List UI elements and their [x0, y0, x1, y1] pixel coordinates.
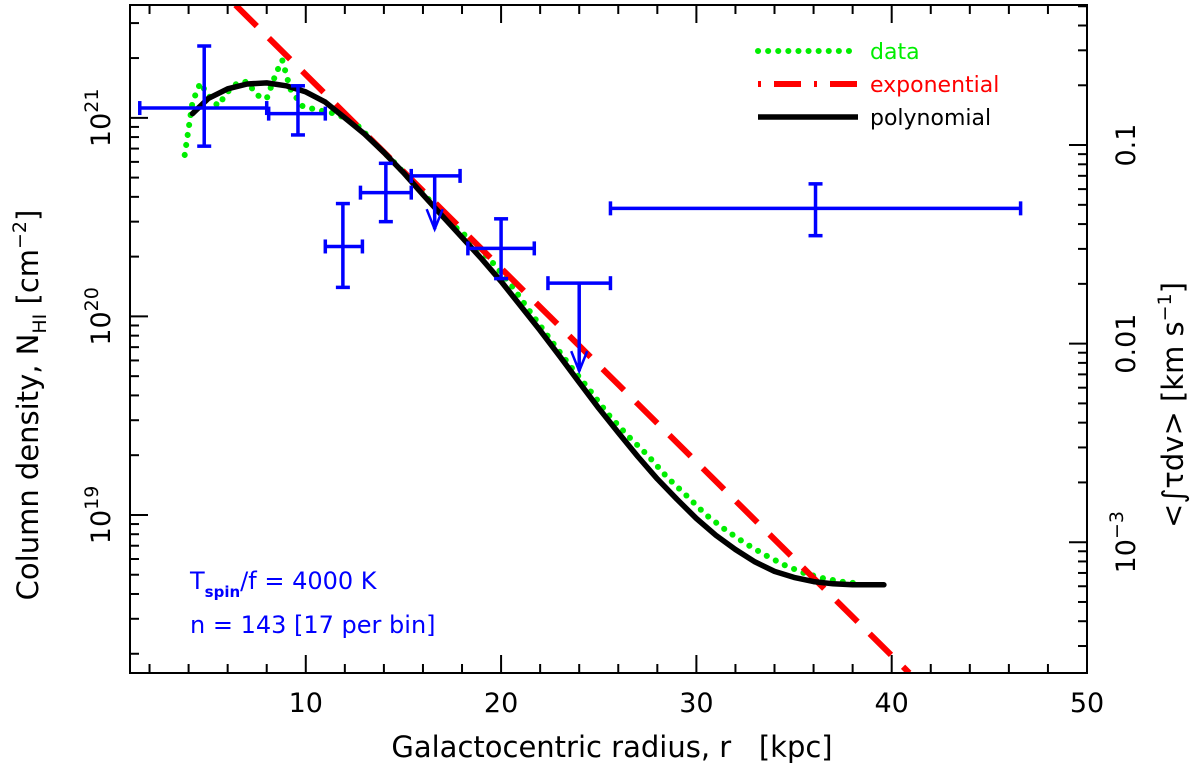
- y-axis-left-title: Column density, NHI [cm−2]: [9, 210, 51, 601]
- error-bar-point: [138, 44, 269, 148]
- x-tick-label: 50: [1070, 688, 1104, 719]
- legend-label-exponential: exponential: [870, 73, 999, 98]
- error-bar-point: [608, 182, 1023, 238]
- error-bar-point: [323, 201, 365, 290]
- upper-limit-arrow-head: [425, 208, 444, 233]
- error-bar-point: [266, 84, 328, 137]
- error-bar-point: [466, 217, 537, 281]
- y-left-tick-label: 1020: [81, 287, 117, 346]
- legend-label-data: data: [870, 40, 920, 65]
- series-layer: [181, 5, 912, 673]
- tspin-annotation: Tspin/f = 4000 K: [189, 567, 378, 601]
- x-tick-label: 10: [289, 688, 323, 719]
- upper-limit-point: [546, 276, 613, 375]
- y-right-tick-label: 0.1: [1111, 124, 1142, 167]
- error-bar-layer: [138, 44, 1023, 375]
- error-bar-point: [358, 161, 413, 224]
- legend-label-polynomial: polynomial: [870, 106, 991, 131]
- x-tick-label: 30: [679, 688, 713, 719]
- y-left-tick-label: 1019: [81, 486, 117, 545]
- y-right-tick-label: 0.01: [1111, 314, 1142, 374]
- series-polynomial-line: [189, 80, 887, 588]
- y-left-tick-label: 1021: [81, 89, 117, 148]
- y-right-tick-label: 10−3: [1106, 511, 1142, 573]
- x-axis-title: Galactocentric radius, r [kpc]: [391, 730, 832, 764]
- count-annotation: n = 143 [17 per bin]: [190, 611, 436, 639]
- upper-limit-point: [409, 168, 462, 233]
- series-exponential-line: [233, 5, 912, 673]
- upper-limit-arrow-head: [570, 350, 589, 375]
- series-data-line: [181, 57, 866, 587]
- x-tick-label: 40: [875, 688, 909, 719]
- plot-frame: [129, 4, 1088, 674]
- x-tick-label: 20: [484, 688, 518, 719]
- y-axis-right-title: <∫τdv> [km s−1]: [1154, 282, 1190, 528]
- legend: data exponential polynomial: [755, 40, 999, 131]
